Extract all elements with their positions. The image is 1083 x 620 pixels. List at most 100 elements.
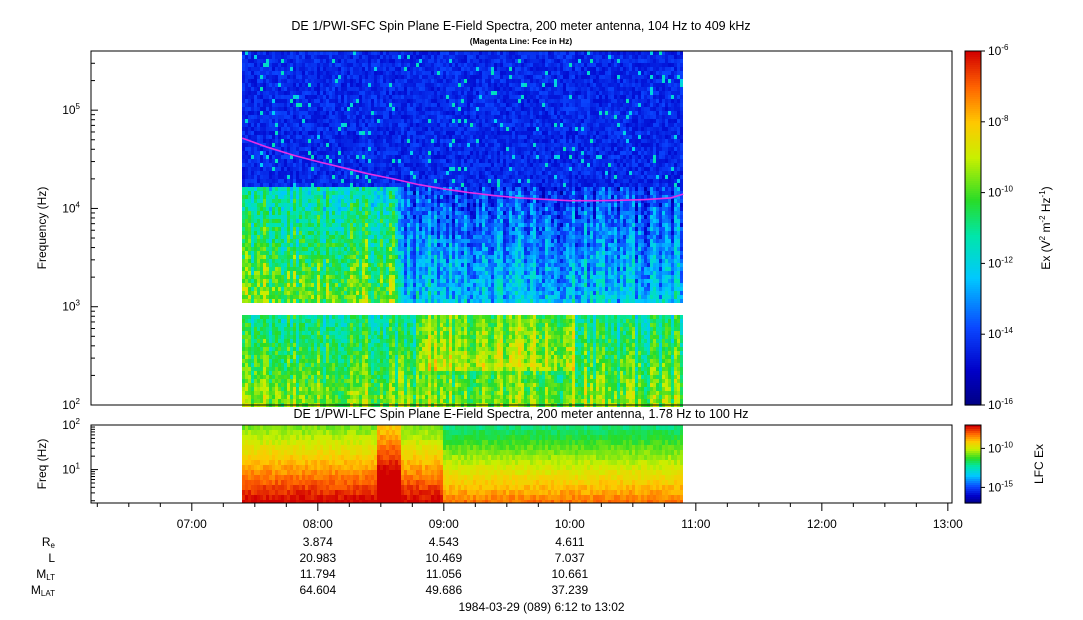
sfc-spectrogram-cell [362, 195, 365, 199]
sfc-spectrogram-cell [245, 291, 248, 295]
sfc-spectrogram-cell [308, 331, 311, 335]
sfc-spectrogram-cell [296, 239, 299, 243]
sfc-spectrogram-cell [404, 99, 407, 103]
sfc-spectrogram-cell [251, 259, 254, 263]
sfc-spectrogram-cell [302, 207, 305, 211]
sfc-spectrogram-cell [377, 375, 380, 379]
sfc-spectrogram-cell [266, 371, 269, 375]
sfc-spectrogram-cell [353, 319, 356, 323]
sfc-spectrogram-cell [305, 55, 308, 59]
sfc-spectrogram-cell [320, 387, 323, 391]
sfc-spectrogram-cell [383, 127, 386, 131]
sfc-spectrogram-cell [260, 299, 263, 303]
sfc-spectrogram-cell [263, 51, 266, 55]
sfc-spectrogram-cell [260, 51, 263, 55]
sfc-spectrogram-cell [338, 55, 341, 59]
sfc-spectrogram-cell [332, 239, 335, 243]
sfc-spectrogram-cell [257, 359, 260, 363]
sfc-spectrogram-cell [350, 143, 353, 147]
sfc-spectrogram-cell [272, 387, 275, 391]
sfc-spectrogram-cell [296, 135, 299, 139]
sfc-spectrogram-cell [407, 271, 410, 275]
sfc-spectrogram-cell [344, 111, 347, 115]
sfc-spectrogram-cell [320, 355, 323, 359]
sfc-spectrogram-cell [272, 211, 275, 215]
sfc-spectrogram-cell [257, 119, 260, 123]
sfc-spectrogram-cell [401, 71, 404, 75]
sfc-spectrogram-cell [275, 387, 278, 391]
sfc-spectrogram-cell [404, 271, 407, 275]
sfc-spectrogram-cell [248, 395, 251, 399]
sfc-spectrogram-cell [335, 295, 338, 299]
sfc-spectrogram-cell [398, 159, 401, 163]
sfc-spectrogram-cell [380, 319, 383, 323]
sfc-spectrogram-cell [290, 279, 293, 283]
sfc-spectrogram-cell [251, 107, 254, 111]
sfc-spectrogram-cell [278, 331, 281, 335]
sfc-spectrogram-cell [284, 91, 287, 95]
sfc-spectrogram-cell [371, 83, 374, 87]
sfc-spectrogram-cell [251, 363, 254, 367]
sfc-spectrogram-cell [266, 267, 269, 271]
sfc-spectrogram-cell [305, 139, 308, 143]
sfc-spectrogram-cell [308, 115, 311, 119]
sfc-spectrogram-cell [362, 267, 365, 271]
sfc-spectrogram-cell [293, 379, 296, 383]
sfc-spectrogram-cell [383, 91, 386, 95]
sfc-spectrogram-cell [284, 63, 287, 67]
sfc-spectrogram-cell [377, 183, 380, 187]
sfc-spectrogram-image [242, 51, 683, 407]
sfc-spectrogram-cell [311, 55, 314, 59]
sfc-spectrogram-cell [320, 359, 323, 363]
sfc-spectrogram-cell [275, 391, 278, 395]
sfc-spectrogram-cell [302, 163, 305, 167]
sfc-spectrogram-cell [362, 163, 365, 167]
sfc-spectrogram-cell [395, 119, 398, 123]
sfc-spectrogram-cell [365, 75, 368, 79]
sfc-spectrogram-cell [392, 155, 395, 159]
sfc-spectrogram-cell [257, 75, 260, 79]
sfc-spectrogram-cell [260, 215, 263, 219]
sfc-spectrogram-cell [353, 139, 356, 143]
sfc-spectrogram-cell [257, 247, 260, 251]
sfc-spectrogram-cell [362, 395, 365, 399]
sfc-spectrogram-cell [368, 239, 371, 243]
sfc-spectrogram-cell [257, 191, 260, 195]
sfc-spectrogram-cell [305, 95, 308, 99]
sfc-spectrogram-cell [347, 251, 350, 255]
sfc-spectrogram-cell [401, 279, 404, 283]
sfc-spectrogram-cell [299, 371, 302, 375]
sfc-spectrogram-cell [242, 63, 245, 67]
sfc-spectrogram-cell [314, 339, 317, 343]
sfc-spectrogram-cell [284, 195, 287, 199]
sfc-spectrogram-cell [302, 135, 305, 139]
sfc-spectrogram-cell [302, 395, 305, 399]
sfc-spectrogram-cell [269, 315, 272, 319]
sfc-spectrogram-cell [296, 187, 299, 191]
sfc-spectrogram-cell [251, 371, 254, 375]
sfc-spectrogram-cell [395, 111, 398, 115]
sfc-spectrogram-cell [323, 367, 326, 371]
sfc-spectrogram-cell [278, 343, 281, 347]
sfc-spectrogram-cell [326, 175, 329, 179]
sfc-spectrogram-cell [404, 67, 407, 71]
sfc-spectrogram-cell [401, 395, 404, 399]
sfc-spectrogram-cell [302, 131, 305, 135]
sfc-spectrogram-cell [380, 215, 383, 219]
sfc-spectrogram-cell [392, 119, 395, 123]
sfc-spectrogram-cell [260, 55, 263, 59]
sfc-spectrogram-cell [317, 295, 320, 299]
sfc-spectrogram-cell [317, 247, 320, 251]
sfc-spectrogram-cell [329, 183, 332, 187]
sfc-spectrogram-cell [362, 203, 365, 207]
sfc-spectrogram-cell [323, 331, 326, 335]
sfc-spectrogram-cell [245, 367, 248, 371]
sfc-spectrogram-cell [386, 151, 389, 155]
sfc-spectrogram-cell [362, 123, 365, 127]
sfc-spectrogram-cell [308, 199, 311, 203]
sfc-spectrogram-cell [257, 199, 260, 203]
sfc-spectrogram-cell [329, 399, 332, 403]
sfc-spectrogram-cell [263, 71, 266, 75]
sfc-spectrogram-cell [314, 239, 317, 243]
sfc-spectrogram-cell [362, 127, 365, 131]
